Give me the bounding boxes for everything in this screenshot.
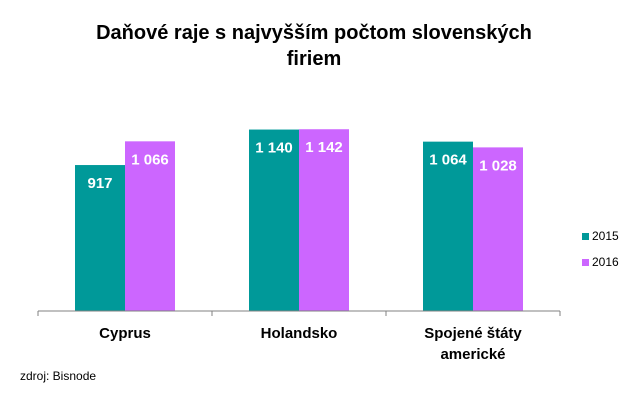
bar-2016-2 <box>299 129 349 311</box>
legend-label-2016: 2016 <box>592 255 619 269</box>
data-label-2015-3: 1 064 <box>429 152 467 169</box>
category-label-1: Cyprus <box>99 325 151 342</box>
legend-swatch-2016 <box>582 259 589 266</box>
source-note: zdroj: Bisnode <box>20 369 97 383</box>
data-label-2016-2: 1 142 <box>305 139 343 156</box>
bar-2015-2 <box>249 129 299 311</box>
data-label-2015-2: 1 140 <box>255 140 293 157</box>
bar-2016-1 <box>125 141 175 311</box>
data-label-2015-1: 917 <box>87 175 112 192</box>
data-label-2016-1: 1 066 <box>131 151 169 168</box>
data-label-2016-3: 1 028 <box>479 157 517 174</box>
legend-swatch-2015 <box>582 233 589 240</box>
category-label-3: Spojené štáty americké <box>424 325 522 363</box>
chart-title: Daňové raje s najvyšším počtom slovenský… <box>96 22 532 70</box>
bar-2015-3 <box>423 141 473 311</box>
category-label-2: Holandsko <box>261 325 338 342</box>
legend-label-2015: 2015 <box>592 229 619 243</box>
bar-2016-3 <box>473 147 523 311</box>
bar-2015-1 <box>75 165 125 311</box>
